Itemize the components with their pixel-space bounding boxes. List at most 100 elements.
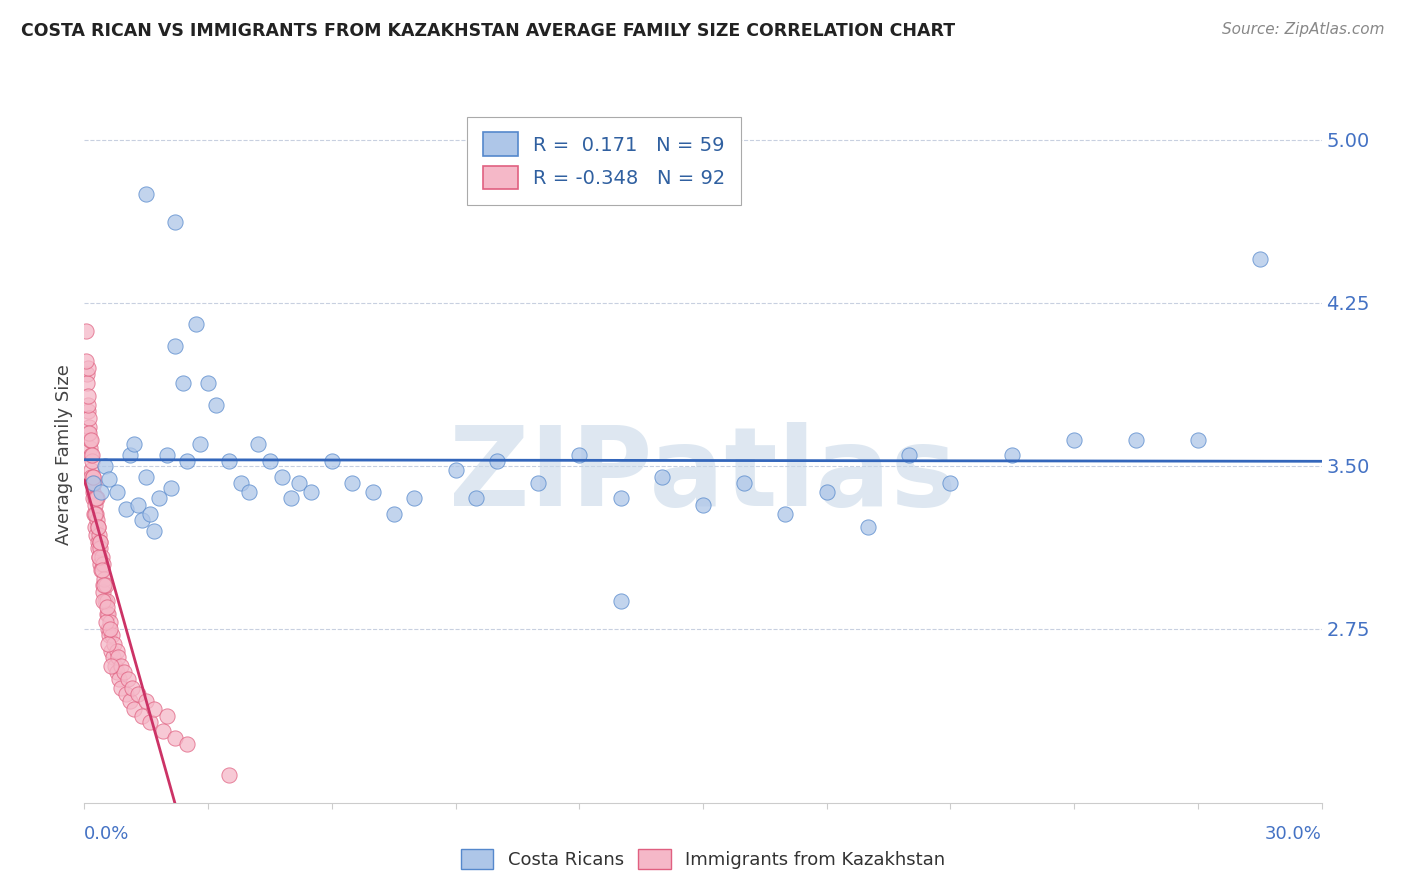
Point — [527, 476, 550, 491]
Point — [82, 491, 104, 506]
Point — [98, 472, 121, 486]
Point — [160, 481, 183, 495]
Point — [87, 550, 110, 565]
Point — [82, 476, 104, 491]
Point — [82, 469, 104, 483]
Point — [568, 448, 591, 462]
Point — [100, 658, 122, 673]
Point — [939, 476, 962, 491]
Point — [96, 600, 118, 615]
Point — [139, 507, 162, 521]
Point — [77, 426, 100, 441]
Point — [79, 433, 101, 447]
Point — [97, 607, 120, 621]
Point — [288, 476, 311, 491]
Point — [79, 442, 101, 456]
Point — [91, 557, 114, 571]
Point — [100, 643, 122, 657]
Point — [105, 643, 128, 657]
Point — [176, 454, 198, 468]
Point — [90, 484, 112, 499]
Point — [229, 476, 252, 491]
Point — [86, 519, 108, 533]
Point — [86, 507, 108, 521]
Point — [156, 708, 179, 723]
Point — [856, 519, 879, 533]
Point — [84, 528, 107, 542]
Y-axis label: Average Family Size: Average Family Size — [55, 365, 73, 545]
Point — [342, 476, 364, 491]
Point — [97, 622, 120, 636]
Point — [114, 502, 136, 516]
Point — [90, 550, 112, 565]
Point — [112, 665, 135, 680]
Point — [83, 491, 105, 506]
Point — [609, 491, 631, 506]
Point — [77, 360, 100, 375]
Point — [156, 448, 179, 462]
Point — [152, 724, 174, 739]
Text: COSTA RICAN VS IMMIGRANTS FROM KAZAKHSTAN AVERAGE FAMILY SIZE CORRELATION CHART: COSTA RICAN VS IMMIGRANTS FROM KAZAKHSTA… — [21, 22, 955, 40]
Point — [815, 484, 838, 499]
Point — [609, 593, 631, 607]
Point — [94, 615, 117, 630]
Point — [91, 585, 114, 599]
Point — [148, 491, 170, 506]
Point — [89, 534, 111, 549]
Point — [82, 476, 104, 491]
Point — [98, 615, 121, 630]
Point — [1187, 433, 1209, 447]
Point — [1249, 252, 1271, 267]
Point — [90, 563, 112, 577]
Point — [121, 681, 143, 695]
Point — [105, 484, 128, 499]
Point — [122, 437, 145, 451]
Point — [205, 398, 228, 412]
Point — [89, 550, 111, 565]
Point — [135, 187, 157, 202]
Point — [110, 681, 132, 695]
Point — [86, 534, 108, 549]
Point — [76, 404, 98, 418]
Point — [692, 498, 714, 512]
Point — [75, 324, 97, 338]
Point — [898, 448, 921, 462]
Point — [105, 665, 128, 680]
Point — [83, 507, 105, 521]
Point — [107, 650, 129, 665]
Point — [84, 491, 107, 506]
Point — [139, 715, 162, 730]
Point — [321, 454, 343, 468]
Point — [172, 376, 194, 391]
Point — [79, 433, 101, 447]
Point — [94, 593, 117, 607]
Point — [98, 622, 121, 636]
Point — [79, 448, 101, 462]
Point — [382, 507, 405, 521]
Point — [98, 628, 121, 642]
Point — [1001, 448, 1024, 462]
Point — [79, 426, 101, 441]
Point — [465, 491, 488, 506]
Point — [485, 454, 508, 468]
Point — [361, 484, 384, 499]
Point — [87, 541, 110, 556]
Point — [91, 593, 114, 607]
Text: 0.0%: 0.0% — [84, 825, 129, 843]
Point — [89, 557, 111, 571]
Point — [91, 578, 114, 592]
Point — [165, 339, 187, 353]
Point — [80, 448, 103, 462]
Point — [108, 672, 131, 686]
Point — [84, 519, 107, 533]
Point — [80, 469, 103, 483]
Point — [218, 454, 240, 468]
Point — [143, 702, 166, 716]
Point — [104, 658, 127, 673]
Point — [118, 693, 141, 707]
Point — [77, 389, 100, 403]
Point — [143, 524, 166, 538]
Point — [135, 693, 157, 707]
Point — [110, 658, 132, 673]
Point — [271, 469, 294, 483]
